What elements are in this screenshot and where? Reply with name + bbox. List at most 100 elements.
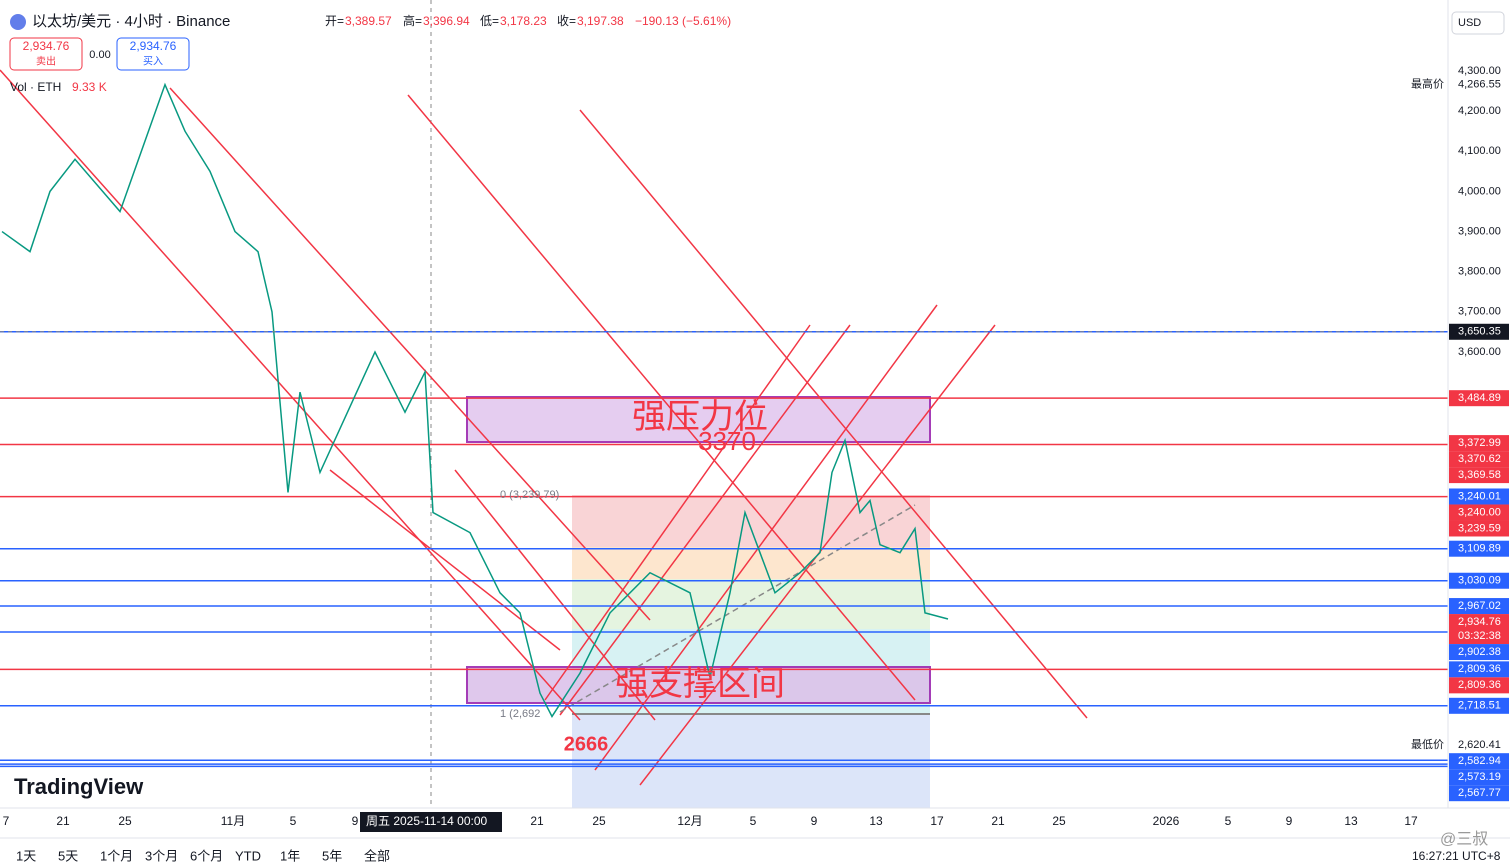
price-tag-label: 2,902.38 [1458, 646, 1501, 658]
price-tag-label: 2,620.41 [1458, 739, 1501, 751]
sell-label: 卖出 [36, 55, 56, 68]
dashed-trend [559, 504, 916, 713]
time-label: 11月 [221, 814, 245, 828]
ohlc-label: 高= [403, 13, 422, 28]
ohlc-value: 3,389.57 [345, 14, 392, 28]
price-tag [1449, 323, 1509, 340]
range-button[interactable]: 5天 [58, 848, 78, 863]
price-tag [1449, 488, 1509, 505]
price-tag [1449, 677, 1509, 694]
ohlc-value: 3,197.38 [577, 14, 624, 28]
time-label: 25 [118, 814, 132, 828]
time-label: 7 [3, 814, 10, 828]
symbol[interactable]: 以太坊/美元 · 4小时 · Binance [32, 13, 230, 30]
time-label: 2026 [1153, 814, 1180, 828]
range-button[interactable]: 3个月 [145, 848, 178, 863]
time-label: 5 [1225, 814, 1232, 828]
fib-band [572, 495, 930, 547]
crosshair-date: 周五 2025-11-14 00:00 [366, 814, 488, 828]
sell-price: 2,934.76 [23, 39, 70, 53]
time-label: 21 [530, 814, 544, 828]
support-box [466, 666, 931, 704]
time-label: 5 [750, 814, 757, 828]
buy-button[interactable] [116, 37, 190, 71]
price-tag-label: 2,809.36 [1458, 679, 1501, 691]
fib-label: 1 (2,692 [500, 708, 540, 720]
price-tag [1449, 644, 1509, 661]
buy-price: 2,934.76 [130, 39, 177, 53]
fib-band [572, 579, 930, 629]
price-tag-label: 2,573.19 [1458, 771, 1501, 783]
price-tag [1449, 390, 1509, 407]
fib-label: 0 (3,239.79) [500, 489, 559, 501]
price-tag-label: 2,582.94 [1458, 755, 1501, 767]
annotation: 强压力位 [632, 398, 768, 436]
price-tag-label: 4,266.55 [1458, 78, 1501, 90]
price-tag [1449, 614, 1509, 645]
ohlc-value: 3,396.94 [423, 14, 470, 28]
price-tag [1449, 467, 1509, 484]
annotation: 强支撑区间 [615, 665, 785, 703]
price-tag [1449, 540, 1509, 557]
price-tag-label: 3,369.58 [1458, 469, 1501, 481]
range-button[interactable]: 全部 [364, 848, 390, 863]
currency-button[interactable] [1451, 11, 1505, 35]
author: @三叔 [1440, 830, 1488, 848]
sell-button[interactable] [9, 37, 83, 71]
price-tag-label: 3,240.00 [1458, 506, 1501, 518]
price-path [1, 82, 949, 718]
price-tag-note: 03:32:38 [1458, 630, 1501, 642]
range-button[interactable]: 6个月 [190, 848, 223, 863]
price-tag [1449, 737, 1509, 754]
price-tag [1449, 769, 1509, 786]
price-tag [1449, 572, 1509, 589]
price-tag-label: 2,567.77 [1458, 787, 1501, 799]
buy-label: 买入 [143, 56, 163, 68]
price-tick-label: 3,700.00 [1458, 306, 1501, 318]
volume-value: 9.33 K [72, 80, 107, 94]
annotation: 2666 [564, 733, 609, 755]
price-tag-label: 3,370.62 [1458, 453, 1501, 465]
ohlc-change: −190.13 (−5.61%) [635, 14, 731, 28]
range-button[interactable]: YTD [235, 848, 261, 863]
price-tick-label: 4,300.00 [1458, 65, 1501, 77]
price-tag [1449, 598, 1509, 615]
watermark: TradingView [14, 774, 144, 799]
range-button[interactable]: 1天 [16, 848, 36, 863]
fib-band [572, 714, 930, 808]
ohlc-label: 收= [557, 14, 576, 28]
price-tag-label: 3,484.89 [1458, 392, 1501, 404]
price-tag-label: 2,809.36 [1458, 663, 1501, 675]
time-label: 12月 [677, 814, 702, 828]
spread: 0.00 [89, 49, 110, 61]
price-tag [1449, 661, 1509, 678]
price-tag-label: 3,239.59 [1458, 522, 1501, 534]
time-label: 9 [1286, 814, 1293, 828]
crosshair-tag [360, 812, 502, 832]
ohlc-label: 低= [480, 14, 499, 28]
range-button[interactable]: 5年 [322, 848, 342, 863]
price-tick-label: 3,800.00 [1458, 266, 1501, 278]
ohlc-value: 3,178.23 [500, 14, 547, 28]
annotation: 3370 [698, 426, 756, 456]
range-button[interactable]: 1年 [280, 848, 300, 863]
ohlc-label: 开= [325, 14, 344, 28]
time-label: 25 [1052, 814, 1066, 828]
clock: 16:27:21 UTC+8 [1412, 849, 1501, 863]
time-label: 9 [352, 814, 359, 828]
price-tick-label: 4,100.00 [1458, 145, 1501, 157]
range-button[interactable]: 1个月 [100, 848, 133, 863]
price-tag-label: 2,967.02 [1458, 600, 1501, 612]
time-label: 17 [930, 814, 944, 828]
time-label: 25 [592, 814, 606, 828]
price-tick-label: 3,900.00 [1458, 225, 1501, 237]
fib-band [572, 547, 930, 579]
price-tag-label: 3,372.99 [1458, 437, 1501, 449]
price-tick-label: 4,200.00 [1458, 105, 1501, 117]
time-label: 21 [56, 814, 70, 828]
coin-icon [10, 14, 26, 30]
price-tag-label: 3,650.35 [1458, 326, 1501, 338]
price-tag [1449, 435, 1509, 452]
